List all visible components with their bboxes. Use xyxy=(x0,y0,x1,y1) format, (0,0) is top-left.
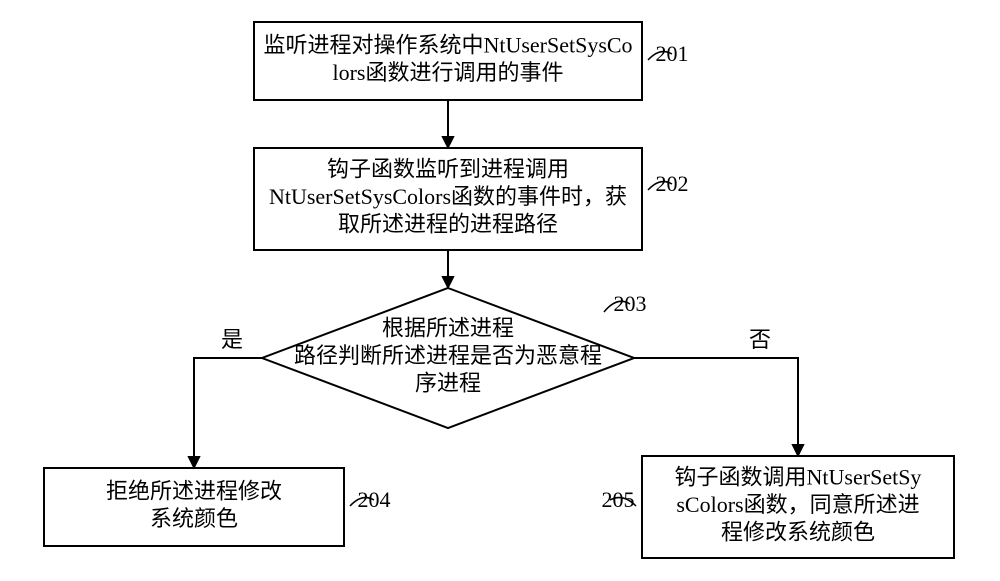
text-n203-line: 路径判断所述进程是否为恶意程 xyxy=(294,343,602,368)
text-n201-line: 监听进程对操作系统中NtUserSetSysCo xyxy=(263,32,632,57)
text-n202-line: 取所述进程的进程路径 xyxy=(338,212,558,237)
text-n203-line: 序进程 xyxy=(415,371,481,396)
edge-e3 xyxy=(194,358,262,468)
text-n201-line: lors函数进行调用的事件 xyxy=(332,60,563,85)
text-n203-line: 根据所述进程 xyxy=(382,316,514,341)
edge-label-e3: 是 xyxy=(221,327,243,352)
edge-label-e4: 否 xyxy=(749,327,771,352)
text-n202-line: 钩子函数监听到进程调用 xyxy=(327,157,569,182)
text-n204-line: 系统颜色 xyxy=(150,506,238,531)
text-n205-line: 钩子函数调用NtUserSetSy xyxy=(675,465,922,490)
text-n205-line: 程修改系统颜色 xyxy=(721,520,875,545)
step-label-n205: 205 xyxy=(602,487,635,512)
text-n205-line: sColors函数，同意所述进 xyxy=(676,492,919,517)
text-n202-line: NtUserSetSysColors函数的事件时，获 xyxy=(269,184,627,209)
text-n204-line: 拒绝所述进程修改 xyxy=(106,478,282,503)
edge-e4 xyxy=(634,358,798,456)
